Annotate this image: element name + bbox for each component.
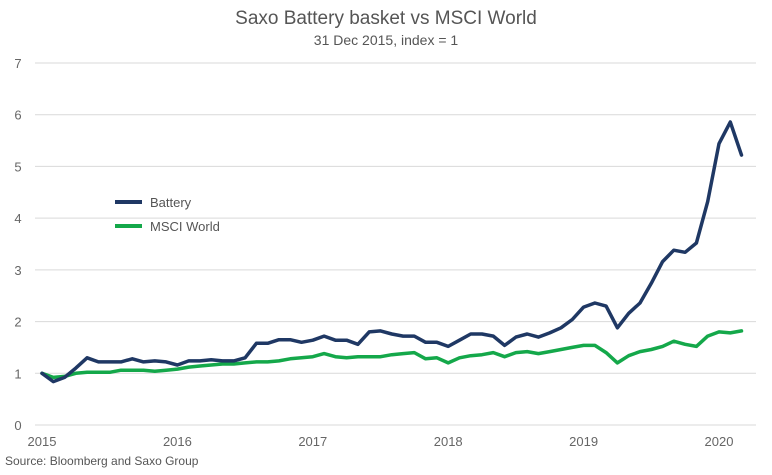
x-tick-label: 2016 [163, 434, 192, 449]
y-axis-ticks: 0 1 2 3 4 5 6 7 [14, 56, 21, 433]
y-tick-label: 5 [14, 159, 21, 174]
y-tick-label: 6 [14, 108, 21, 123]
x-tick-label: 2015 [28, 434, 57, 449]
chart-title: Saxo Battery basket vs MSCI World [235, 8, 537, 29]
x-tick-label: 2020 [705, 434, 734, 449]
legend-label-battery: Battery [150, 195, 192, 210]
y-tick-label: 0 [14, 418, 21, 433]
y-tick-label: 2 [14, 315, 21, 330]
source-note: Source: Bloomberg and Saxo Group [5, 454, 199, 468]
x-tick-label: 2018 [434, 434, 463, 449]
series-line-msci-world [40, 329, 744, 380]
y-tick-label: 4 [14, 211, 21, 226]
legend: Battery MSCI World [115, 195, 220, 234]
grid-lines [35, 62, 756, 426]
chart-subtitle: 31 Dec 2015, index = 1 [314, 32, 459, 48]
y-tick-label: 1 [14, 366, 21, 381]
x-axis-ticks: 2015 2016 2017 2018 2019 2020 [28, 434, 734, 449]
y-tick-label: 7 [14, 56, 21, 71]
series-lines [40, 120, 744, 384]
x-tick-label: 2019 [569, 434, 598, 449]
series-line-battery [40, 120, 744, 384]
legend-label-msci-world: MSCI World [150, 219, 220, 234]
x-tick-label: 2017 [298, 434, 327, 449]
y-tick-label: 3 [14, 263, 21, 278]
